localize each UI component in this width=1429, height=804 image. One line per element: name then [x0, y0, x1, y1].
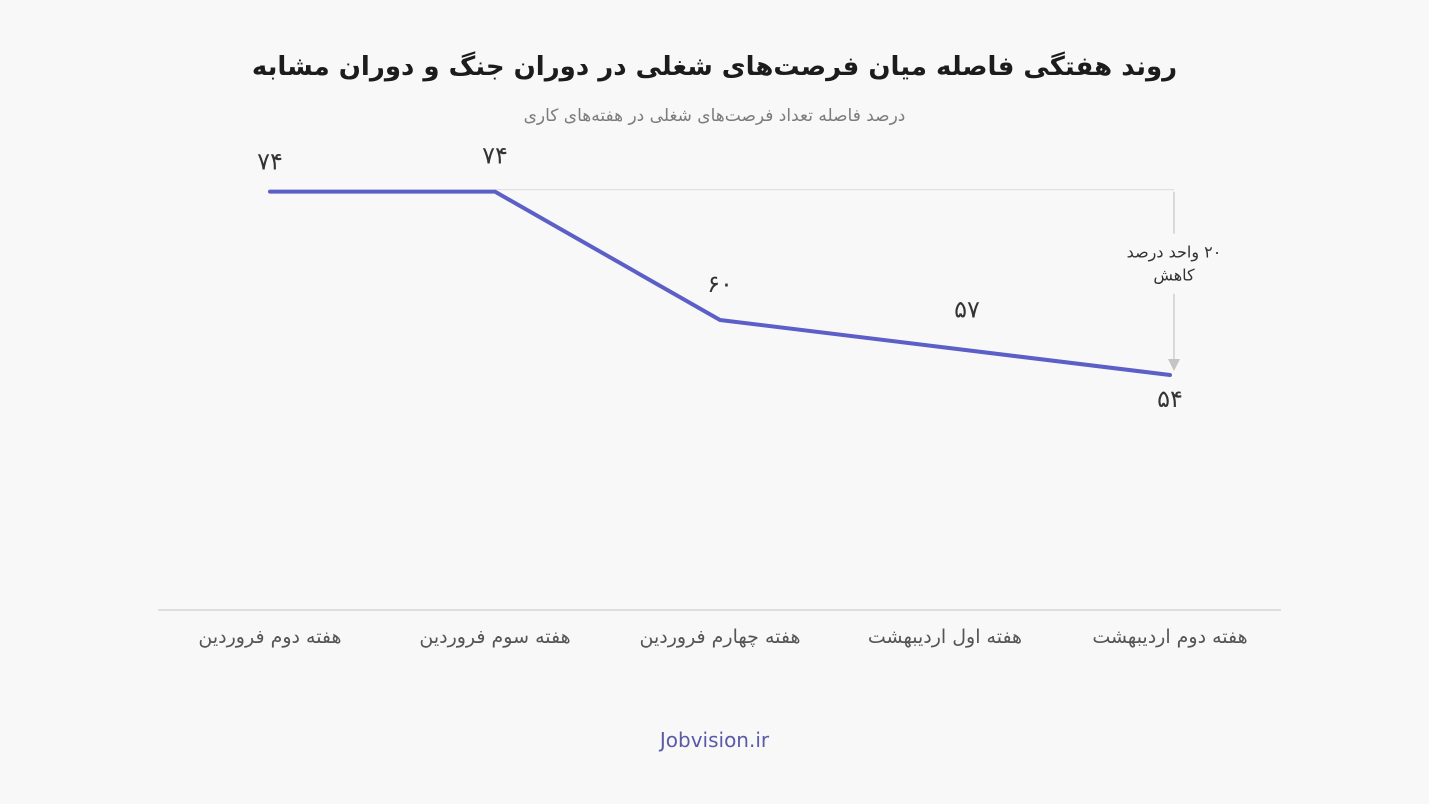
x-tick-label: هفته دوم اردیبهشت	[1092, 626, 1247, 648]
annotation-arrow-head	[1168, 359, 1180, 371]
x-tick-label: هفته سوم فروردین	[419, 626, 570, 648]
data-label: ۶۰	[707, 270, 733, 298]
decrease-annotation: ۲۰ واحد درصد کاهش	[1127, 191, 1222, 371]
data-label: ۷۴	[482, 142, 508, 170]
x-tick-label: هفته دوم فروردین	[198, 626, 341, 648]
chart-subtitle: درصد فاصله تعداد فرصت‌های شغلی در هفته‌ه…	[523, 106, 906, 126]
data-label: ۷۴	[257, 148, 283, 176]
x-tick-label: هفته چهارم فروردین	[640, 626, 801, 648]
annotation-text-line2: کاهش	[1153, 266, 1195, 286]
chart-title: روند هفتگی فاصله میان فرصت‌های شغلی در د…	[251, 52, 1178, 82]
x-tick-label: هفته اول اردیبهشت	[868, 626, 1022, 648]
source-credit: Jobvision.ir	[659, 728, 770, 752]
series-line	[268, 189, 1172, 377]
data-label: ۵۷	[954, 296, 980, 324]
data-label: ۵۴	[1157, 385, 1183, 413]
annotation-text-line1: ۲۰ واحد درصد	[1127, 243, 1222, 263]
